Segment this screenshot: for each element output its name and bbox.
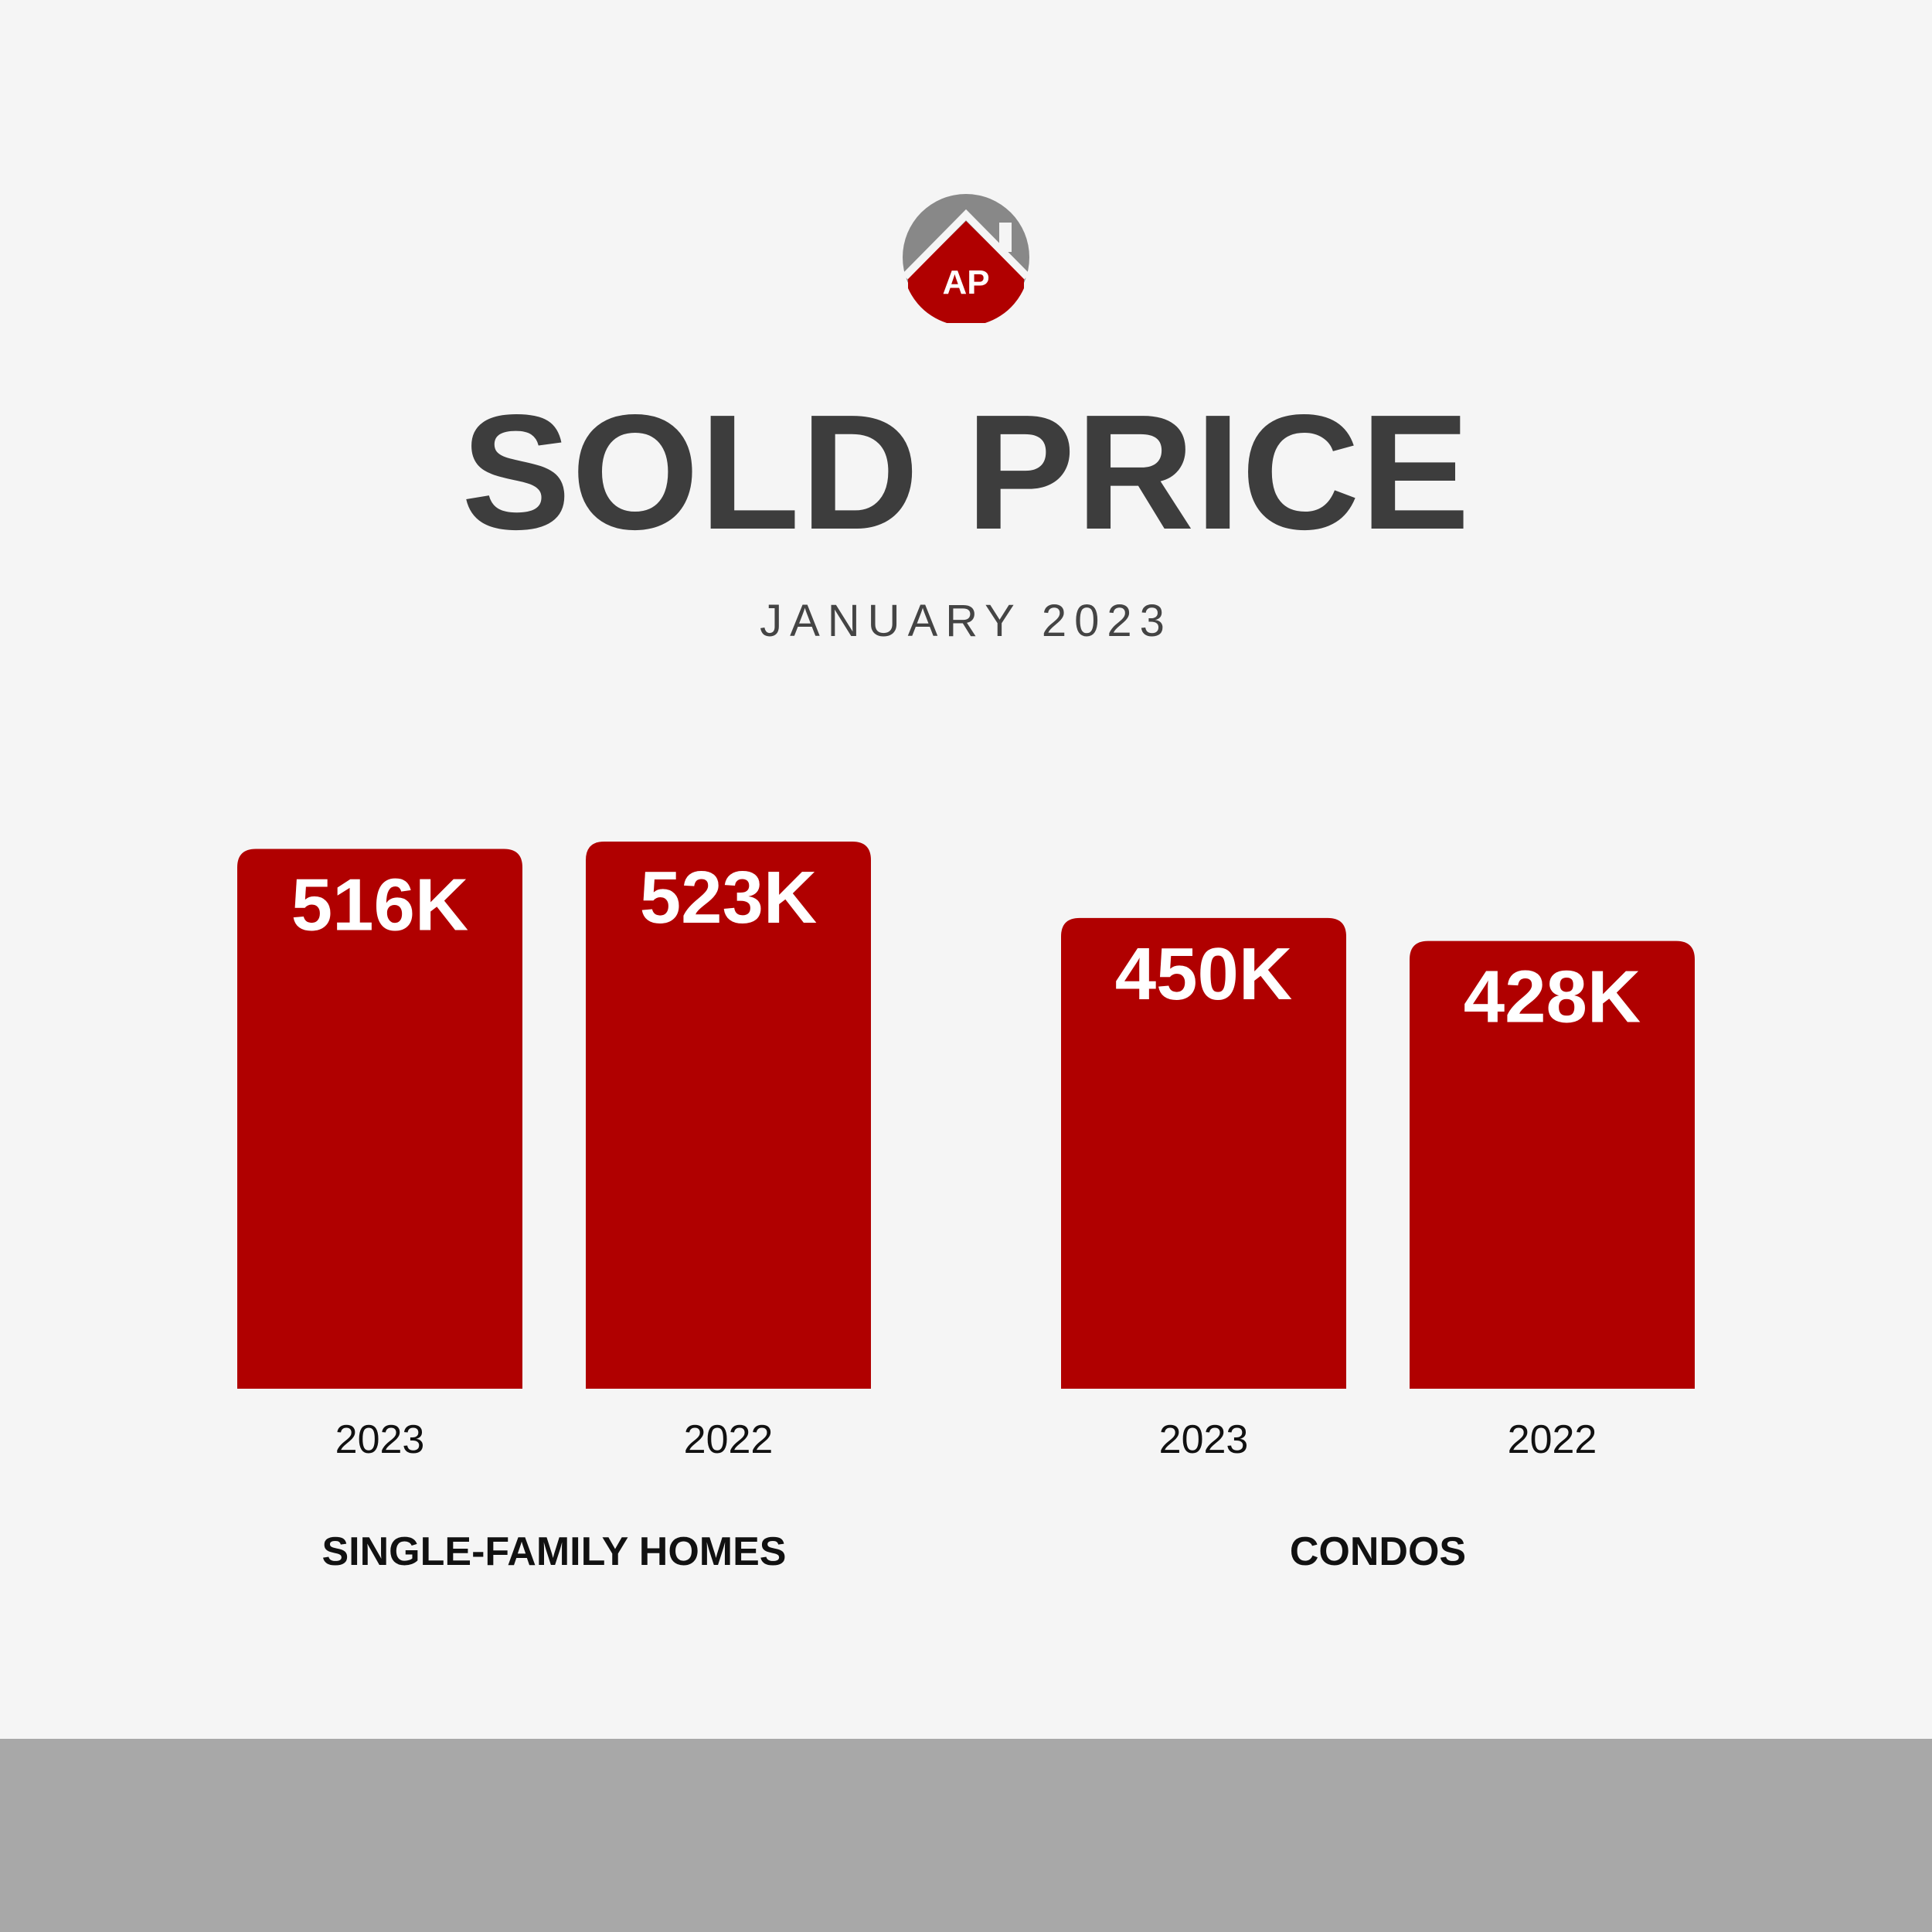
bar-single-family-2023 xyxy=(237,849,522,1389)
logo-text: AP xyxy=(942,264,989,301)
bar-value-label: 428K xyxy=(1464,956,1641,1039)
logo-red-base xyxy=(908,221,1024,323)
bar-value-label: 523K xyxy=(640,856,818,939)
company-logo: AP xyxy=(902,194,1030,323)
page-title: SOLD PRICE xyxy=(461,380,1471,563)
group-label: SINGLE-FAMILY HOMES xyxy=(322,1529,787,1574)
logo-roof-line xyxy=(902,209,1030,280)
bar-condos-2022 xyxy=(1410,940,1695,1389)
category-label: 2023 xyxy=(335,1417,425,1462)
page-subtitle: JANUARY 2023 xyxy=(760,596,1172,646)
category-label: 2022 xyxy=(1508,1417,1597,1462)
logo-chimney xyxy=(999,223,1012,252)
category-label: 2023 xyxy=(1159,1417,1249,1462)
bar-value-label: 450K xyxy=(1115,933,1293,1015)
category-label: 2022 xyxy=(684,1417,774,1462)
group-label: CONDOS xyxy=(1290,1529,1466,1574)
bar-single-family-2022 xyxy=(586,842,871,1389)
bar-value-label: 516K xyxy=(291,863,469,946)
bar-condos-2023 xyxy=(1061,917,1346,1389)
footer-band xyxy=(0,1739,1932,1932)
